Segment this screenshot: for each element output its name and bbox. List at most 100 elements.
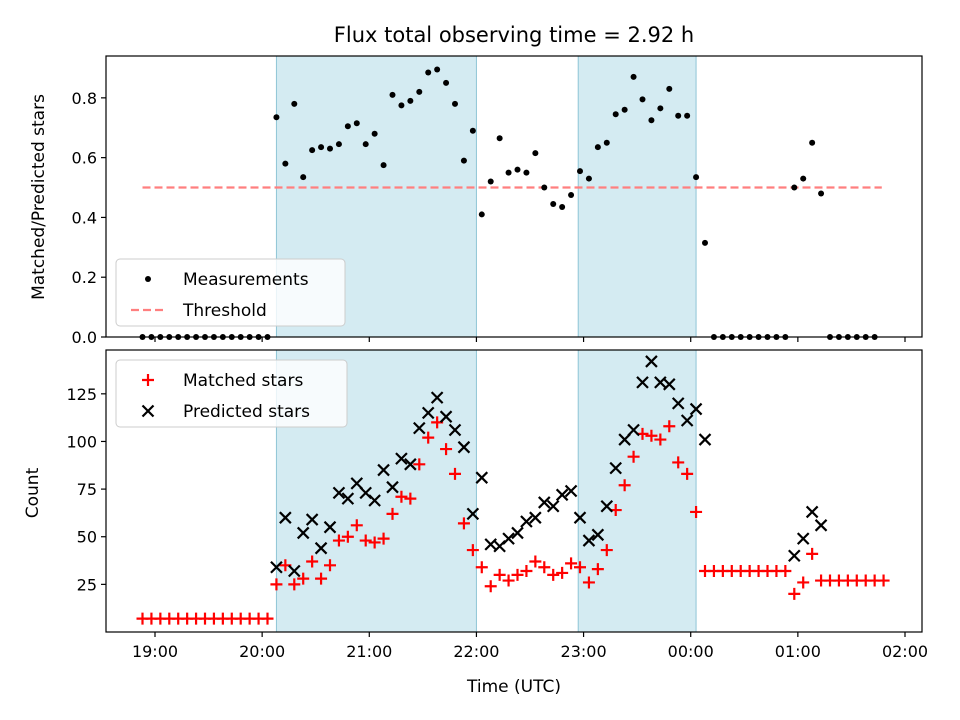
predicted-stars-point bbox=[305, 513, 319, 526]
matched-stars-point bbox=[297, 572, 310, 585]
measurements-point bbox=[532, 150, 539, 157]
predicted-stars-point bbox=[386, 480, 399, 494]
measurements-point bbox=[353, 120, 360, 127]
measurements-point bbox=[791, 184, 798, 191]
y-tick-label: 0.6 bbox=[72, 149, 97, 168]
measurements-point bbox=[800, 175, 807, 182]
y-tick-label: 50 bbox=[77, 528, 97, 547]
measurements-point bbox=[434, 66, 441, 73]
matched-stars-point bbox=[270, 578, 283, 591]
measurements-point bbox=[809, 139, 816, 146]
matched-stars-point bbox=[877, 574, 890, 587]
matched-stars-point bbox=[341, 530, 354, 543]
y-tick-label: 75 bbox=[77, 480, 97, 499]
matched-stars-point bbox=[520, 565, 533, 578]
measurements-point bbox=[666, 85, 673, 92]
matched-stars-point bbox=[574, 561, 586, 574]
predicted-stars-point bbox=[413, 421, 426, 435]
measurements-point bbox=[344, 123, 351, 130]
measurements-point bbox=[818, 190, 825, 197]
top-y-axis-label: Matched/Predicted stars bbox=[29, 94, 49, 300]
x-tick-label: 19:00 bbox=[132, 642, 178, 661]
matched-stars-point bbox=[690, 505, 703, 518]
top-panel: 0.0 0.2 0.4 0.6 0.8 Measurements Threshold bbox=[72, 55, 923, 347]
matched-stars-point bbox=[395, 490, 408, 503]
measurements-point bbox=[523, 169, 530, 176]
predicted-stars-point bbox=[332, 486, 346, 500]
bottom-y-axis-label: Count bbox=[23, 467, 43, 518]
matched-stars-point bbox=[484, 580, 497, 593]
matched-stars-point bbox=[529, 555, 542, 568]
measurements-point bbox=[407, 97, 414, 104]
predicted-stars-point bbox=[377, 463, 390, 477]
matched-stars-point bbox=[672, 456, 685, 469]
predicted-stars-point bbox=[627, 423, 640, 437]
matched-stars-point bbox=[618, 479, 631, 492]
measurements-point bbox=[594, 144, 601, 151]
measurements-point bbox=[291, 100, 298, 107]
matched-stars-point bbox=[422, 431, 435, 444]
measurements-point bbox=[639, 96, 646, 103]
matched-stars-point bbox=[654, 433, 667, 446]
matched-stars-point bbox=[582, 576, 595, 589]
measurements-point bbox=[496, 135, 503, 142]
y-tick-label: 0.8 bbox=[72, 89, 97, 108]
matched-stars-point bbox=[288, 578, 301, 591]
predicted-stars-point bbox=[502, 532, 515, 545]
predicted-stars-point bbox=[698, 433, 712, 446]
matched-stars-point bbox=[324, 559, 336, 572]
measurements-point bbox=[469, 127, 476, 134]
predicted-stars-point bbox=[663, 378, 676, 391]
matched-stars-point bbox=[413, 458, 426, 471]
matched-stars-point bbox=[475, 561, 488, 574]
matched-stars-point bbox=[386, 507, 399, 520]
matched-stars-point bbox=[502, 574, 515, 587]
matched-stars-point bbox=[440, 443, 453, 456]
measurements-point bbox=[514, 166, 521, 173]
predicted-stars-point bbox=[350, 477, 364, 490]
predicted-stars-point bbox=[636, 376, 649, 389]
measurements-point bbox=[478, 211, 485, 218]
x-axis-label: Time (UTC) bbox=[466, 677, 561, 697]
predicted-stars-point bbox=[279, 511, 292, 524]
matched-stars-point bbox=[556, 566, 569, 579]
legend-label: Measurements bbox=[183, 270, 309, 290]
x-tick-label: 22:00 bbox=[453, 642, 499, 661]
predicted-stars-point bbox=[314, 541, 328, 555]
x-tick-label: 23:00 bbox=[561, 642, 607, 661]
measurements-point bbox=[702, 239, 708, 246]
x-tick-label: 00:00 bbox=[668, 642, 714, 661]
x-tick-label: 21:00 bbox=[346, 642, 392, 661]
matched-stars-point bbox=[306, 555, 319, 568]
measurements-point bbox=[335, 141, 342, 148]
y-tick-label: 100 bbox=[66, 432, 97, 451]
x-tick-label: 01:00 bbox=[775, 642, 821, 661]
predicted-stars-point bbox=[538, 496, 551, 509]
y-tick-label: 0.2 bbox=[72, 268, 97, 287]
measurements-point bbox=[585, 175, 592, 182]
matched-stars-point bbox=[377, 532, 390, 545]
measurements-point bbox=[505, 169, 512, 176]
predicted-stars-point bbox=[341, 492, 355, 505]
legend-marker bbox=[145, 276, 151, 282]
measurements-point bbox=[630, 73, 637, 80]
axes-frame bbox=[105, 55, 923, 338]
predicted-stars-point bbox=[520, 515, 533, 528]
predicted-stars-point bbox=[618, 433, 631, 446]
predicted-stars-point bbox=[555, 488, 569, 502]
measurements-point bbox=[684, 112, 691, 119]
measurements-point bbox=[577, 168, 583, 175]
measurements-point bbox=[380, 162, 387, 169]
predicted-stars-point bbox=[582, 534, 596, 547]
matched-stars-point bbox=[600, 544, 613, 557]
matched-stars-point bbox=[591, 563, 604, 576]
y-tick-label: 0.4 bbox=[72, 208, 97, 227]
predicted-stars-point bbox=[573, 511, 587, 524]
predicted-stars-point bbox=[457, 440, 471, 454]
legend-label: Threshold bbox=[182, 301, 267, 321]
legend-label: Matched stars bbox=[183, 371, 303, 391]
measurements-point bbox=[362, 141, 369, 148]
matched-stars-point bbox=[449, 467, 461, 480]
bottom-panel: 25 50 75 100 125 19:00 20:00 21:00 22:00 23:00 00:… bbox=[66, 349, 928, 661]
measurements-point bbox=[693, 174, 700, 181]
